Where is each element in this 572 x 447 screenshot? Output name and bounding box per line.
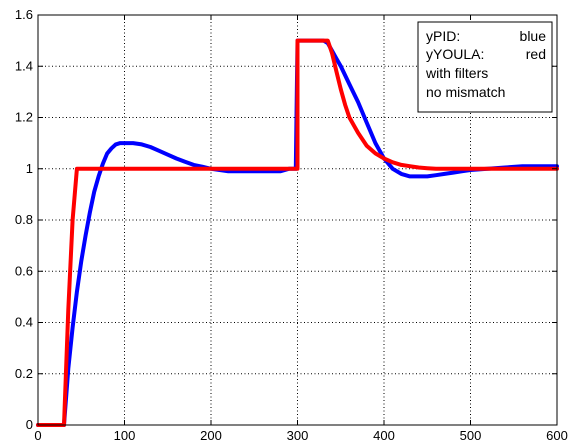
y-tick-label: 0.4 xyxy=(15,315,33,330)
x-tick-label: 0 xyxy=(34,428,41,443)
y-tick-label: 1.2 xyxy=(15,110,33,125)
legend-value-youla: red xyxy=(526,46,546,62)
legend-label-pid: yPID: xyxy=(426,28,460,44)
legend-value-pid: blue xyxy=(520,28,547,44)
legend-label-filters: with filters xyxy=(425,65,488,81)
x-tick-label: 200 xyxy=(200,428,222,443)
x-tick-label: 600 xyxy=(546,428,568,443)
y-tick-label: 1.4 xyxy=(15,58,33,73)
y-tick-label: 0.8 xyxy=(15,212,33,227)
x-tick-label: 500 xyxy=(460,428,482,443)
y-tick-label: 0 xyxy=(26,417,33,432)
y-tick-label: 1.6 xyxy=(15,7,33,22)
legend-label-youla: yYOULA: xyxy=(426,46,484,62)
y-tick-label: 1 xyxy=(26,161,33,176)
series-line-youla xyxy=(36,38,559,427)
legend-box xyxy=(417,21,553,113)
axis-ticks: 0 100 200 300 400 500 600 0 0.2 0.4 0.6 0.8 1 1.2 1.4 1… xyxy=(15,7,568,443)
x-tick-label: 400 xyxy=(373,428,395,443)
series-layer xyxy=(36,38,559,427)
x-tick-label: 100 xyxy=(114,428,136,443)
legend: yPID: blue yYOULA: red with filters no m… xyxy=(417,21,553,113)
y-tick-label: 0.2 xyxy=(15,366,33,381)
x-tick-label: 300 xyxy=(287,428,309,443)
series-line-pid xyxy=(36,38,559,427)
legend-label-mismatch: no mismatch xyxy=(426,84,505,100)
y-tick-label: 0.6 xyxy=(15,263,33,278)
